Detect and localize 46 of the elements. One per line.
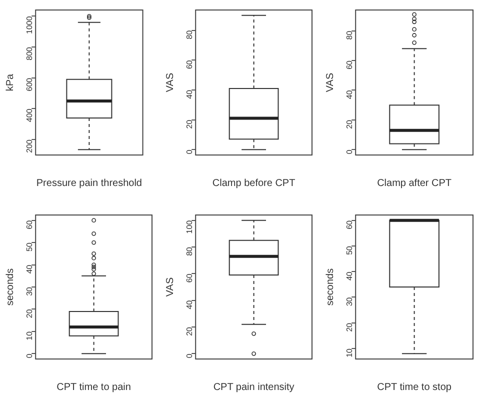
y-tick-label: 40 (184, 89, 194, 99)
y-tick-label: 60 (344, 60, 354, 70)
x-tick-label: Pressure pain threshold (36, 178, 142, 189)
y-tick-label: 30 (24, 286, 34, 296)
y-tick-label: 80 (184, 30, 194, 40)
x-tick-label: CPT time to pain (56, 382, 131, 393)
y-axis-title: seconds (4, 268, 16, 306)
y-tick-label: 0 (184, 149, 194, 154)
y-tick-label: 600 (24, 77, 34, 92)
y-tick-label: 20 (344, 322, 354, 332)
x-tick-label: Clamp after CPT (377, 178, 452, 189)
y-axis-title: seconds (324, 268, 336, 306)
y-tick-label: 10 (24, 330, 34, 340)
y-tick-label: 400 (24, 108, 34, 122)
y-tick-label: 20 (184, 119, 194, 129)
y-tick-label: 50 (344, 245, 354, 255)
y-tick-label: 80 (184, 246, 194, 256)
y-axis-title: kPa (4, 73, 16, 92)
x-tick-label: Clamp before CPT (212, 178, 296, 189)
y-tick-label: 100 (184, 220, 194, 234)
y-tick-label: 60 (24, 220, 34, 230)
y-tick-label: 20 (344, 119, 354, 129)
y-tick-label: 10 (344, 348, 354, 358)
y-tick-label: 20 (184, 326, 194, 336)
x-tick-label: CPT pain intensity (213, 382, 294, 393)
y-tick-label: 800 (24, 46, 34, 60)
y-axis-title: VAS (324, 72, 336, 92)
y-tick-label: 200 (24, 139, 34, 153)
y-tick-label: 60 (344, 220, 354, 230)
y-tick-label: 0 (24, 353, 34, 358)
y-tick-label: 40 (344, 271, 354, 281)
y-tick-label: 60 (184, 60, 194, 70)
y-tick-label: 50 (24, 242, 34, 252)
y-tick-label: 60 (184, 273, 194, 283)
y-tick-label: 40 (24, 264, 34, 274)
y-tick-label: 30 (344, 296, 354, 306)
y-axis-title: VAS (164, 277, 176, 297)
y-axis-title: VAS (164, 72, 176, 92)
y-tick-label: 20 (24, 308, 34, 318)
y-tick-label: 40 (344, 90, 354, 100)
y-tick-label: 1000 (24, 16, 34, 34)
x-tick-label: CPT time to stop (377, 382, 452, 393)
y-tick-label: 80 (344, 30, 354, 40)
y-tick-label: 0 (184, 353, 194, 358)
y-tick-label: 0 (344, 149, 354, 154)
y-tick-label: 40 (184, 300, 194, 310)
